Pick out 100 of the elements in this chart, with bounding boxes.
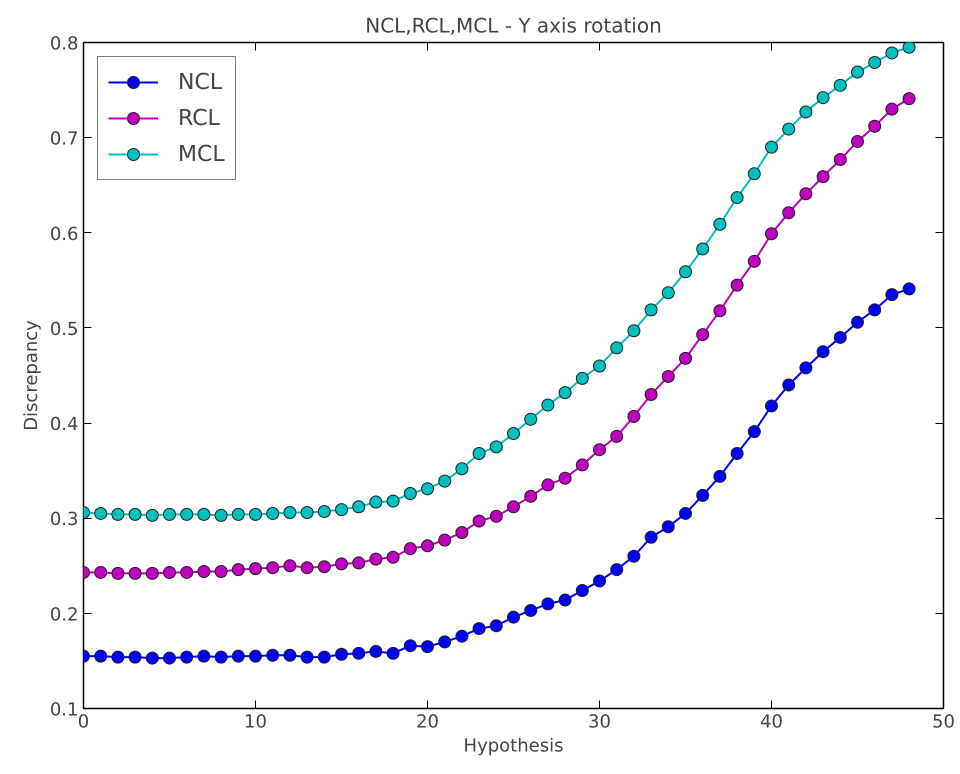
point: [679, 352, 692, 365]
legend-label: MCL: [178, 142, 225, 166]
point: [283, 559, 296, 572]
y-tick-label: 0.3: [50, 509, 79, 530]
point: [472, 514, 486, 528]
point: [128, 508, 142, 521]
point: [490, 510, 503, 523]
point: [765, 140, 778, 154]
y-axis-title: Discrepancy: [20, 320, 42, 431]
point: [455, 462, 468, 476]
chart-title: NCL,RCL,MCL - Y axis rotation: [365, 14, 662, 38]
point: [576, 584, 589, 598]
point: [507, 427, 520, 440]
point: [146, 566, 159, 580]
y-tick-label: 0.2: [50, 604, 79, 626]
y-tick-label: 0.8: [50, 34, 79, 54]
point: [799, 105, 812, 118]
point: [507, 610, 520, 624]
point: [696, 328, 710, 342]
point: [352, 500, 366, 514]
point: [232, 650, 245, 663]
point: [128, 566, 142, 580]
y-tick-label: 0.6: [50, 224, 79, 245]
point: [180, 650, 194, 664]
point: [455, 630, 468, 643]
point: [163, 508, 176, 521]
point: [730, 447, 744, 460]
point: [318, 560, 331, 574]
point: [404, 542, 417, 556]
point: [180, 508, 194, 521]
point: [610, 563, 624, 576]
point: [111, 650, 124, 664]
point: [163, 652, 176, 665]
legend-label: RCL: [178, 106, 220, 130]
point: [111, 508, 124, 521]
point: [885, 46, 898, 60]
point: [816, 170, 830, 184]
point: [679, 506, 692, 520]
point: [541, 597, 554, 610]
point: [765, 227, 778, 240]
point: [799, 361, 812, 374]
x-tick-label: 30: [588, 712, 611, 732]
point: [799, 187, 812, 200]
point: [902, 282, 916, 296]
point: [713, 470, 726, 483]
point: [593, 360, 606, 372]
point: [713, 218, 726, 231]
point: [816, 91, 830, 104]
point: [352, 556, 366, 570]
point: [558, 594, 572, 607]
point: [507, 500, 520, 514]
point: [902, 42, 916, 54]
point: [300, 650, 314, 664]
y-tick-label: 0.7: [50, 128, 79, 150]
point: [232, 508, 245, 521]
point: [868, 120, 882, 133]
legend-label: NCL: [178, 70, 222, 94]
point: [782, 378, 796, 392]
point: [438, 635, 452, 648]
point: [782, 206, 796, 220]
point: [816, 345, 830, 358]
point: [748, 425, 761, 438]
point: [386, 550, 400, 564]
point: [627, 410, 640, 423]
point: [180, 566, 194, 579]
point: [730, 191, 744, 204]
point: [644, 303, 658, 316]
point: [438, 474, 452, 488]
point: [128, 650, 142, 664]
point: [851, 66, 864, 78]
point: [404, 486, 417, 500]
point: [318, 505, 331, 518]
point: [283, 506, 296, 519]
point: [352, 646, 366, 660]
point: [266, 561, 280, 574]
point: [490, 440, 503, 454]
point: [541, 478, 554, 492]
x-tick-label: 50: [932, 712, 955, 732]
point: [369, 644, 382, 658]
point: [834, 153, 847, 166]
point: [558, 386, 572, 400]
point: [232, 563, 245, 576]
point: [541, 398, 554, 412]
point: [558, 472, 572, 485]
point: [696, 242, 710, 256]
point: [421, 640, 434, 654]
point: [197, 650, 210, 663]
point: [386, 494, 400, 508]
y-tick-label: 0.5: [50, 318, 79, 340]
point: [885, 288, 898, 302]
point: [490, 619, 503, 632]
point: [421, 482, 434, 496]
point: [335, 648, 348, 661]
point: [94, 506, 108, 520]
point: [214, 650, 228, 664]
point: [713, 304, 726, 318]
point: [885, 102, 898, 116]
point: [421, 539, 434, 552]
point: [214, 565, 228, 578]
point: [696, 488, 710, 502]
